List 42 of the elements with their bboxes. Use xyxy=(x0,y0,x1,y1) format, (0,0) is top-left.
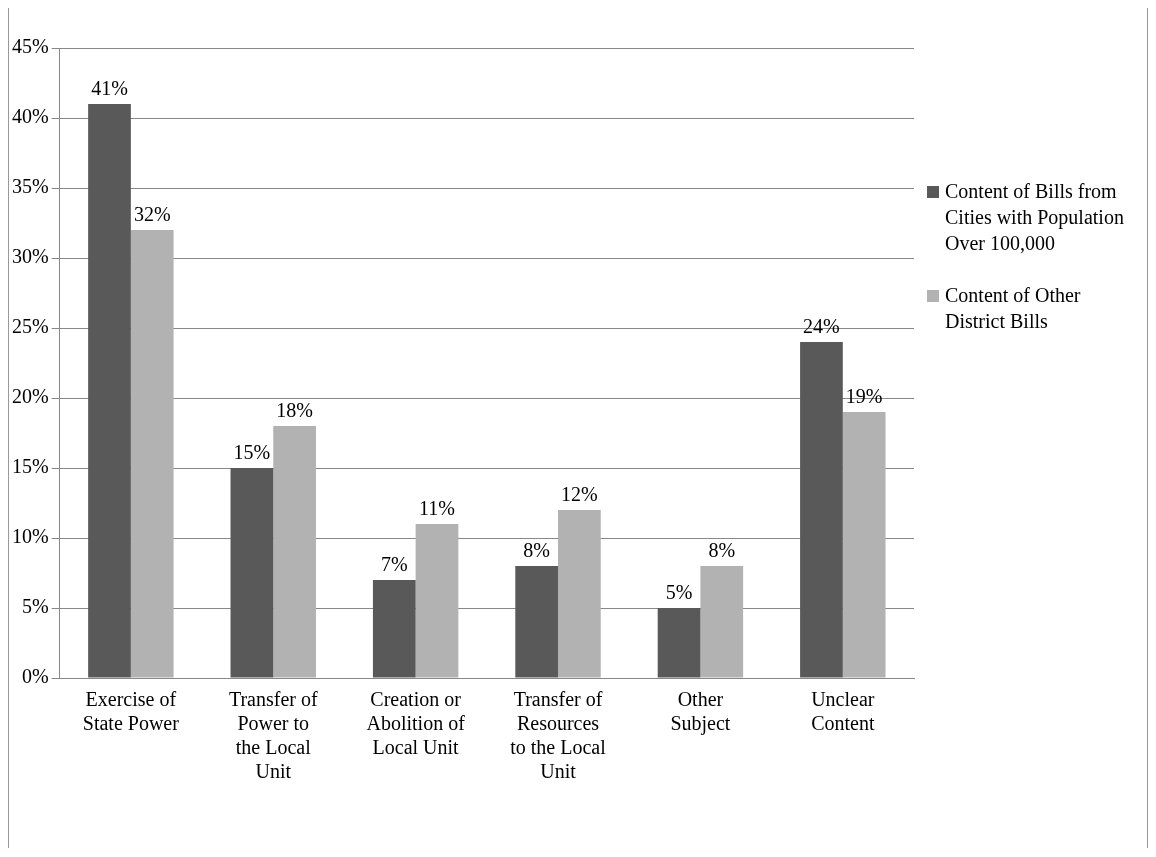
y-tick-label: 40% xyxy=(11,105,49,128)
y-tick-label: 30% xyxy=(11,245,49,268)
bar xyxy=(842,412,886,678)
y-tick-label: 20% xyxy=(11,385,49,408)
data-label: 19% xyxy=(845,385,883,408)
bar xyxy=(372,580,416,678)
bar xyxy=(88,104,131,678)
bar xyxy=(273,426,316,678)
data-label: 11% xyxy=(419,497,455,520)
data-label: 18% xyxy=(276,399,313,422)
x-tick-label: Transfer of Power to the Local Unit xyxy=(228,688,318,783)
y-tick-label: 15% xyxy=(11,455,49,478)
bar xyxy=(657,608,701,678)
data-label: 8% xyxy=(523,539,550,562)
data-label: 32% xyxy=(133,203,171,226)
bar xyxy=(230,468,274,678)
bar xyxy=(515,566,559,678)
x-tick-label: Exercise of State Power xyxy=(82,688,180,735)
data-label: 12% xyxy=(561,483,598,506)
y-tick-label: 45% xyxy=(11,35,49,58)
data-label: 8% xyxy=(708,539,736,562)
legend-label: Content of Bills from Cities with Population Over 100,000 xyxy=(945,179,1125,256)
x-tick-label: Creation or Abolition of Local Unit xyxy=(366,688,466,759)
data-label: 5% xyxy=(665,581,693,604)
x-tick-label: Unclear Content xyxy=(811,688,875,735)
bar xyxy=(130,230,174,678)
legend-label: Content of Other District Bills xyxy=(945,283,1082,334)
bar xyxy=(700,566,744,678)
y-tick-label: 0% xyxy=(21,665,49,688)
bar xyxy=(800,342,843,678)
y-tick-label: 35% xyxy=(11,175,49,198)
y-tick-label: 25% xyxy=(11,315,49,338)
bar xyxy=(558,510,601,678)
data-label: 15% xyxy=(233,441,271,464)
data-label: 24% xyxy=(803,315,840,338)
x-tick-label: Other Subject xyxy=(670,688,731,736)
bar xyxy=(415,524,459,678)
x-tick-label: Transfer of Resources to the Local Unit xyxy=(510,688,607,783)
data-label: 41% xyxy=(91,77,128,100)
data-label: 7% xyxy=(380,553,408,576)
y-tick-label: 10% xyxy=(11,525,49,548)
y-tick-label: 5% xyxy=(21,595,49,618)
